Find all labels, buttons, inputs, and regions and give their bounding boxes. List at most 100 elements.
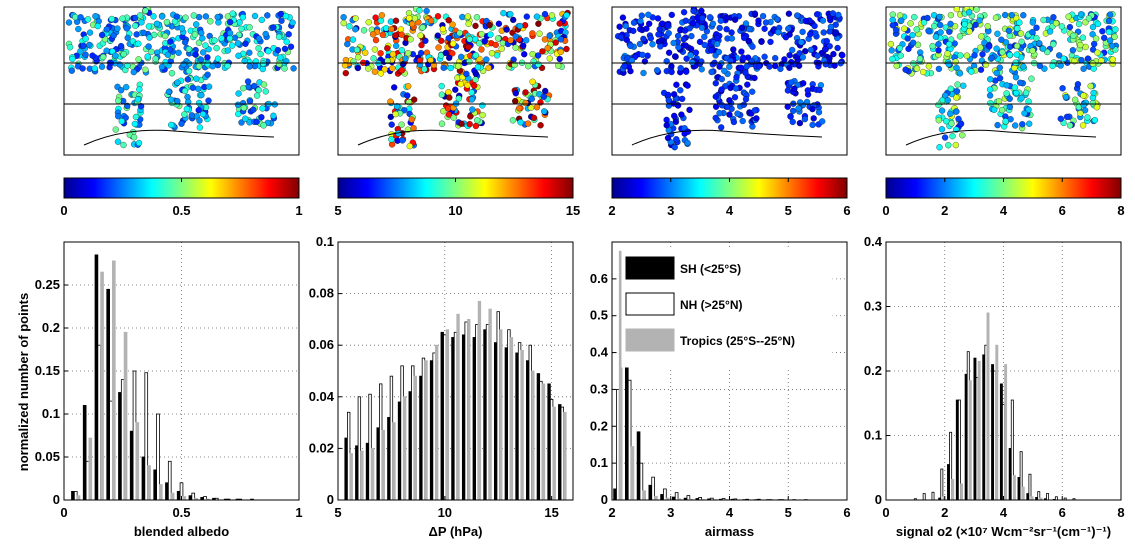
map-point <box>680 9 688 16</box>
map-point <box>80 42 87 49</box>
map-point <box>955 115 962 123</box>
map-point <box>100 53 107 61</box>
map-point <box>525 63 532 70</box>
map-point <box>255 35 263 42</box>
map-point <box>1006 103 1014 111</box>
bar <box>1004 364 1008 501</box>
map-point <box>740 54 747 61</box>
map-point <box>1109 56 1116 63</box>
map-point <box>145 23 153 30</box>
map-point <box>993 45 1000 52</box>
map-point <box>246 49 253 56</box>
map-point <box>466 36 473 43</box>
map-point <box>188 112 195 119</box>
map-point <box>775 28 782 36</box>
map-point <box>672 118 680 126</box>
map-point <box>226 29 234 37</box>
map-point <box>224 47 232 54</box>
map-point <box>811 22 818 30</box>
bar <box>931 491 935 501</box>
map-point <box>478 46 485 53</box>
map-point <box>953 94 960 101</box>
map-point <box>195 13 203 21</box>
map-point <box>455 95 462 102</box>
map-point <box>716 110 723 117</box>
map-point <box>449 40 457 47</box>
bar <box>977 360 981 501</box>
map-point <box>507 11 514 18</box>
map-point <box>117 42 125 50</box>
map-point <box>427 17 435 24</box>
map-point <box>377 17 385 24</box>
map-point <box>998 106 1006 114</box>
map-point <box>813 11 821 18</box>
y-tick-label: 0.5 <box>590 308 608 323</box>
antarctica-coastline <box>631 129 823 146</box>
map-point <box>130 68 137 76</box>
map-point <box>938 107 946 114</box>
map-point <box>799 54 806 61</box>
map-point <box>191 31 199 38</box>
map-point <box>737 64 745 71</box>
map-point <box>389 65 396 72</box>
map-point <box>1011 84 1019 91</box>
map-point <box>787 79 795 86</box>
map-point <box>991 106 998 113</box>
axes-box <box>337 241 574 501</box>
map-point <box>717 17 724 24</box>
map-point <box>1079 122 1087 129</box>
map-point <box>640 35 647 43</box>
map-point <box>731 94 739 101</box>
bar <box>191 492 196 501</box>
map-point <box>944 97 951 104</box>
map-point <box>680 36 687 43</box>
map-point <box>617 33 625 41</box>
map-point <box>935 65 943 73</box>
colorbar-tick-label: 6 <box>843 203 850 218</box>
map-point <box>434 13 442 20</box>
map-point <box>657 43 664 50</box>
map-point <box>253 118 260 126</box>
bar <box>392 422 396 501</box>
map-point <box>523 13 530 20</box>
map-point <box>682 42 689 49</box>
map-point <box>77 48 84 55</box>
map-point <box>687 45 695 53</box>
map-point <box>211 37 218 44</box>
map-point <box>913 26 920 33</box>
map-point <box>647 35 654 42</box>
map-point <box>1019 121 1026 128</box>
map-point <box>1003 82 1010 89</box>
map-point <box>494 35 502 42</box>
map-point <box>829 10 837 17</box>
map-point <box>289 19 296 26</box>
x-tick-label: 6 <box>1059 505 1066 520</box>
bar <box>488 308 492 501</box>
map-point <box>947 20 954 28</box>
bar <box>1046 493 1050 501</box>
map-point <box>802 17 809 25</box>
map-point <box>740 101 748 108</box>
bar <box>651 476 655 501</box>
map-point <box>622 22 629 30</box>
map-point <box>738 24 746 31</box>
map-point <box>665 49 673 56</box>
map-point <box>721 67 728 75</box>
map-point <box>255 45 262 52</box>
map-point <box>372 14 379 21</box>
map-point <box>512 97 519 105</box>
bar <box>165 482 169 501</box>
map-point <box>936 13 943 21</box>
map-point <box>1026 120 1033 127</box>
y-tick-label: 0 <box>53 492 60 507</box>
map-point <box>960 82 967 89</box>
map-point <box>103 26 110 33</box>
bar <box>563 411 567 501</box>
map-point <box>1050 14 1057 21</box>
map-point <box>796 119 804 127</box>
map-point <box>200 49 207 56</box>
map-point <box>658 36 665 44</box>
map-point <box>416 7 423 14</box>
y-tick-label: 0.15 <box>35 363 60 378</box>
